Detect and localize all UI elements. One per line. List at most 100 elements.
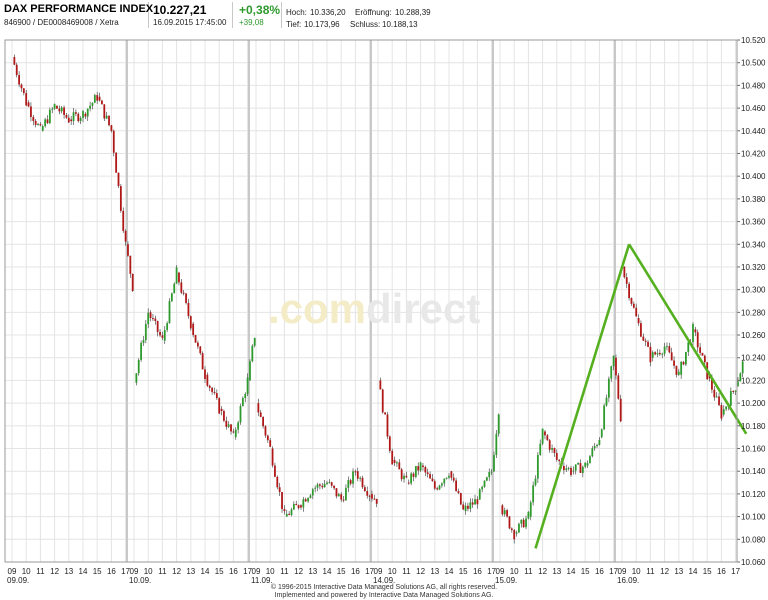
candle-body [288, 513, 291, 515]
candle-body [462, 504, 465, 510]
x-date-label: 09.09. [7, 576, 29, 585]
candle-body [654, 352, 657, 355]
x-tick-label: 11 [36, 567, 45, 576]
trendline [534, 243, 631, 549]
candle-body [227, 424, 230, 427]
candle-body [292, 503, 295, 510]
candle-body [354, 471, 357, 473]
candle-body [304, 499, 307, 502]
candle-body [632, 303, 635, 308]
x-tick-label: 11 [158, 567, 167, 576]
candle-body [194, 335, 197, 343]
candle-body [63, 107, 65, 115]
candle-body [694, 329, 697, 333]
candle-body [572, 470, 575, 472]
candle-body [25, 93, 28, 106]
candle-body [400, 469, 403, 480]
y-tick-label: 10.080 [741, 535, 766, 544]
x-tick-label: 16 [229, 567, 238, 576]
candle-body [274, 465, 276, 477]
candle-body [725, 406, 728, 410]
candle-body [501, 505, 504, 515]
candle-body [739, 373, 742, 382]
candle-body [579, 462, 582, 473]
candle-body [70, 119, 73, 122]
candle-body [422, 465, 424, 468]
candle-body [729, 390, 732, 406]
x-tick-label: 15 [703, 567, 712, 576]
candle-body [391, 450, 394, 465]
candle-body [593, 446, 596, 449]
x-tick-label: 12 [294, 567, 303, 576]
candle-body [600, 429, 603, 438]
candle-body [612, 355, 615, 367]
candle-body [206, 374, 209, 386]
candle-body [508, 516, 511, 529]
candle-body [637, 318, 640, 324]
candle-body [651, 352, 654, 358]
candle-body [570, 467, 572, 475]
footer-copyright: © 1996-2015 Interactive Data Managed Sol… [270, 584, 498, 591]
y-tick-label: 10.420 [741, 149, 766, 158]
candle-body [410, 473, 413, 484]
y-tick-label: 10.220 [741, 376, 766, 385]
x-tick-label: 09 [130, 567, 139, 576]
open-value: 10.288,39 [395, 8, 431, 17]
candle-body [436, 488, 439, 490]
candle-body [544, 431, 546, 436]
candle-body [156, 320, 159, 332]
candle-body [101, 100, 103, 105]
candle-body [441, 483, 443, 486]
candle-body [79, 117, 82, 122]
candle-body [393, 459, 396, 463]
candle-body [584, 462, 587, 467]
candle-body [675, 365, 678, 375]
candle-body [237, 422, 240, 430]
candle-body [373, 498, 376, 500]
candle-body [670, 352, 673, 361]
candle-body [244, 393, 247, 399]
candle-body [663, 346, 666, 354]
candle-body [424, 467, 427, 473]
candle-body [525, 518, 527, 528]
trendline [627, 243, 748, 435]
candle-body [187, 302, 190, 317]
candle-body [60, 107, 63, 112]
candle-body [218, 398, 221, 414]
candle-body [112, 130, 115, 153]
candle-body [405, 475, 408, 478]
y-tick-label: 10.520 [741, 36, 766, 45]
candle-body [192, 323, 195, 336]
candle-body [536, 454, 539, 479]
candle-body [610, 366, 613, 379]
candle-body [565, 468, 568, 471]
candle-body [230, 424, 232, 432]
price-cell: 10.227,21 16.09.2015 17:45:00 [149, 2, 233, 28]
candle-body [246, 377, 249, 394]
candle-body [77, 113, 80, 122]
candle-body [529, 502, 532, 517]
candle-body [558, 459, 561, 462]
x-tick-label: 17 [365, 567, 374, 576]
candle-body [161, 335, 164, 338]
x-tick-label: 17 [487, 567, 496, 576]
candle-body [673, 360, 675, 366]
trendlines [534, 243, 748, 549]
y-tick-label: 10.120 [741, 490, 766, 499]
candle-body [271, 448, 274, 466]
x-tick-label: 10 [388, 567, 397, 576]
x-tick-label: 13 [430, 567, 439, 576]
candle-body [262, 416, 264, 427]
candle-body [93, 95, 96, 103]
candle-body [281, 491, 283, 510]
candle-body [546, 435, 549, 441]
candle-body [448, 475, 450, 478]
y-tick-label: 10.340 [741, 240, 766, 249]
candle-body [232, 431, 235, 433]
candle-body [703, 355, 706, 363]
candle-body [311, 489, 314, 496]
candle-body [699, 347, 701, 353]
candle-body [553, 448, 556, 453]
plot-frame [4, 39, 738, 563]
candle-body [264, 426, 267, 436]
